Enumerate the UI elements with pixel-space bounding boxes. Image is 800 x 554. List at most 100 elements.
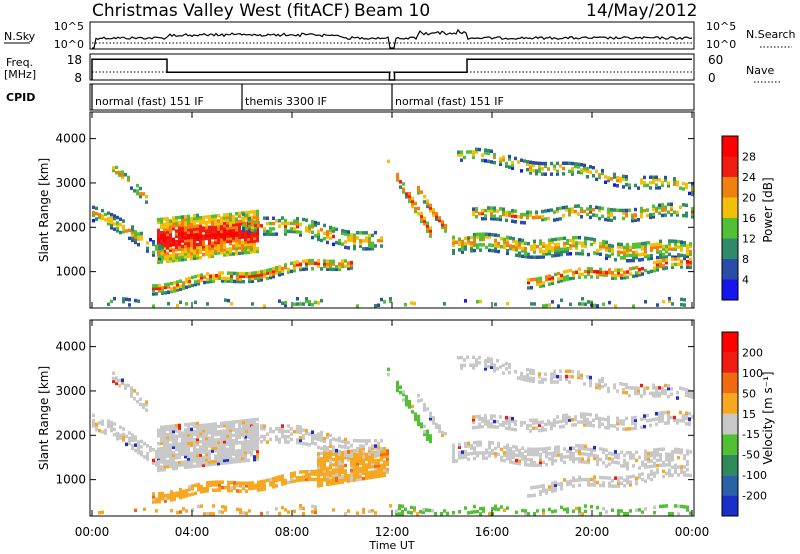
heatmap-cell: [181, 252, 184, 257]
heatmap-cell: [580, 412, 583, 416]
heatmap-cell: [548, 249, 551, 253]
heatmap-cell: [305, 299, 308, 304]
heatmap-cell: [502, 363, 505, 367]
heatmap-cell: [323, 445, 326, 449]
heatmap-cell: [359, 456, 362, 460]
heatmap-cell: [494, 244, 497, 248]
heatmap-cell: [527, 280, 530, 285]
heatmap-cell: [529, 213, 532, 217]
heatmap-cell: [176, 491, 179, 495]
date-label: 14/May/2012: [586, 1, 698, 21]
heatmap-cell: [458, 442, 461, 447]
heatmap-cell: [320, 459, 323, 464]
heatmap-cell: [581, 477, 584, 482]
heatmap-cell: [686, 505, 689, 509]
heatmap-cell: [551, 486, 554, 491]
heatmap-cell: [559, 164, 562, 168]
heatmap-cell: [172, 450, 175, 455]
heatmap-cell: [632, 274, 635, 278]
heatmap-cell: [323, 237, 326, 241]
heatmap-cell: [158, 283, 161, 288]
heatmap-cell: [211, 246, 214, 251]
heatmap-cell: [185, 491, 188, 495]
heatmap-cell: [284, 263, 287, 267]
heatmap-cell: [508, 427, 511, 431]
heatmap-cell: [532, 418, 535, 423]
heatmap-cell: [670, 387, 673, 391]
colorbar-segment: [722, 393, 738, 414]
heatmap-cell: [184, 441, 187, 446]
colorbar-segment: [722, 197, 738, 218]
heatmap-cell: [160, 225, 163, 230]
heatmap-cell: [452, 459, 455, 463]
heatmap-cell: [575, 478, 578, 482]
heatmap-cell: [208, 241, 211, 246]
heatmap-cell: [562, 172, 565, 176]
heatmap-cell: [518, 243, 521, 247]
nsky-panel: [89, 21, 695, 50]
heatmap-cell: [473, 240, 476, 245]
heatmap-cell: [509, 236, 512, 240]
heatmap-cell: [664, 389, 667, 393]
heatmap-cell: [248, 435, 251, 440]
heatmap-cell: [593, 237, 596, 242]
heatmap-cell: [508, 213, 511, 218]
heatmap-cell: [158, 254, 161, 258]
heatmap-cell: [208, 228, 211, 232]
heatmap-cell: [241, 245, 244, 250]
heatmap-cell: [491, 441, 494, 445]
heatmap-cell: [441, 225, 444, 229]
heatmap-cell: [548, 277, 551, 281]
heatmap-cell: [233, 279, 236, 284]
heatmap-cell: [299, 506, 302, 511]
heatmap-cell: [613, 208, 616, 212]
heatmap-cell: [196, 432, 199, 436]
heatmap-cell: [155, 247, 158, 251]
heatmap-cell: [506, 243, 509, 248]
heatmap-cell: [429, 229, 432, 233]
heatmap-cell: [410, 505, 413, 510]
heatmap-cell: [423, 222, 426, 226]
heatmap-cell: [527, 452, 530, 457]
heatmap-cell: [526, 373, 529, 377]
heatmap-cell: [472, 212, 475, 217]
heatmap-cell: [215, 480, 218, 484]
heatmap-cell: [149, 448, 152, 453]
heatmap-cell: [667, 210, 670, 214]
heatmap-cell: [487, 422, 490, 426]
heatmap-cell: [107, 424, 110, 429]
heatmap-cell: [317, 301, 320, 305]
heatmap-cell: [178, 431, 181, 436]
heatmap-cell: [202, 234, 205, 238]
heatmap-cell: [578, 451, 581, 456]
heatmap-cell: [619, 208, 622, 213]
heatmap-cell: [244, 232, 247, 236]
heatmap-cell: [500, 505, 503, 509]
heatmap-cell: [586, 423, 589, 427]
heatmap-cell: [562, 213, 565, 218]
heatmap-cell: [596, 480, 599, 485]
heatmap-cell: [239, 484, 242, 488]
heatmap-cell: [562, 205, 565, 210]
heatmap-cell: [176, 285, 179, 290]
heatmap-cell: [395, 509, 398, 513]
heatmap-cell: [479, 506, 482, 511]
heatmap-cell: [602, 242, 605, 246]
heatmap-cell: [665, 244, 668, 249]
heatmap-cell: [632, 453, 635, 457]
heatmap-cell: [190, 454, 193, 458]
heatmap-cell: [173, 281, 176, 285]
heatmap-cell: [482, 237, 485, 242]
heatmap-cell: [130, 386, 133, 390]
heatmap-cell: [689, 242, 692, 246]
heatmap-cell: [166, 454, 169, 458]
heatmap-cell: [548, 487, 551, 492]
heatmap-cell: [571, 169, 574, 174]
heatmap-cell: [223, 458, 226, 463]
heatmap-cell: [208, 252, 211, 256]
heatmap-cell: [595, 416, 598, 420]
heatmap-cell: [580, 163, 583, 167]
heatmap-cell: [356, 475, 359, 479]
heatmap-cell: [635, 265, 638, 270]
heatmap-cell: [383, 455, 386, 459]
